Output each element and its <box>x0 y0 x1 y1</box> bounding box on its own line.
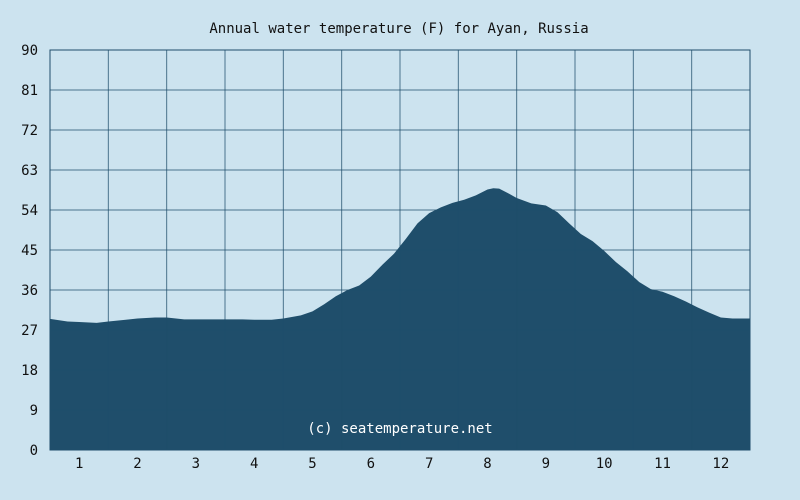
y-axis: 0 9 18 27 36 45 54 63 72 81 90 <box>21 43 38 459</box>
y-tick-label: 0 <box>30 443 38 459</box>
y-tick-label: 72 <box>21 123 38 139</box>
x-tick-label: 1 <box>75 456 83 472</box>
x-tick-label: 6 <box>367 456 375 472</box>
x-tick-label: 7 <box>425 456 433 472</box>
x-tick-label: 9 <box>542 456 550 472</box>
y-tick-label: 81 <box>21 83 38 99</box>
x-tick-label: 2 <box>133 456 141 472</box>
y-tick-label: 54 <box>21 203 38 219</box>
plot-frame <box>49 49 751 451</box>
y-tick-label: 27 <box>21 323 38 339</box>
y-tick-label: 63 <box>21 163 38 179</box>
grid-lines <box>50 50 750 450</box>
x-tick-label: 5 <box>308 456 316 472</box>
x-tick-label: 10 <box>596 456 613 472</box>
x-axis: 1 2 3 4 5 6 7 8 9 10 11 12 <box>75 456 729 472</box>
x-tick-label: 4 <box>250 456 258 472</box>
x-tick-label: 12 <box>712 456 729 472</box>
y-tick-label: 90 <box>21 43 38 59</box>
y-tick-label: 36 <box>21 283 38 299</box>
chart-title: Annual water temperature (F) for Ayan, R… <box>209 21 588 37</box>
x-tick-label: 3 <box>192 456 200 472</box>
x-tick-label: 8 <box>483 456 491 472</box>
y-tick-label: 45 <box>21 243 38 259</box>
watermark-text: (c) seatemperature.net <box>307 421 492 437</box>
x-tick-label: 11 <box>654 456 671 472</box>
y-tick-label: 18 <box>21 363 38 379</box>
y-tick-label: 9 <box>30 403 38 419</box>
